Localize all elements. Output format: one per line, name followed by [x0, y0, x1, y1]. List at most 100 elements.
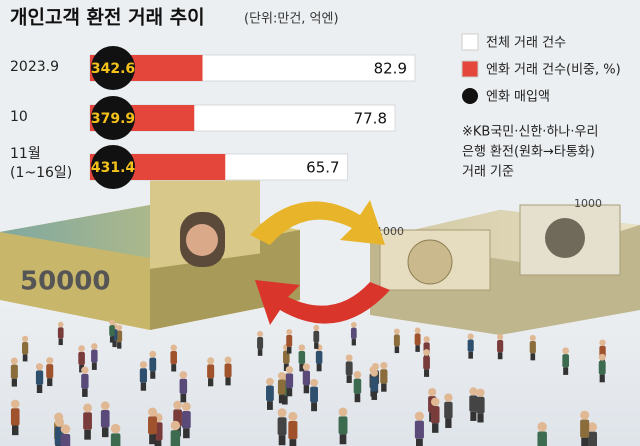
- legend-label: 엔화 거래 건수(비중, %): [486, 63, 621, 78]
- person-body: [467, 339, 474, 352]
- person-legs: [394, 346, 400, 354]
- person-body: [497, 340, 504, 353]
- person-head: [83, 403, 92, 413]
- person-legs: [12, 425, 19, 436]
- person-legs: [424, 369, 430, 377]
- person-legs: [11, 378, 17, 387]
- person-body: [149, 357, 157, 372]
- person-legs: [599, 374, 605, 383]
- note-line: 은행 환전(원화→타통화): [462, 144, 595, 160]
- person-legs: [530, 353, 536, 361]
- person-body: [587, 431, 597, 446]
- person-head: [537, 422, 547, 432]
- total-value-label: 82.9: [374, 60, 407, 78]
- person-legs: [22, 354, 28, 362]
- total-value-label: 77.8: [354, 110, 387, 128]
- person-body: [116, 330, 123, 343]
- person-legs: [149, 434, 156, 445]
- person-body: [529, 341, 536, 354]
- person-body: [414, 420, 424, 439]
- person-legs: [208, 378, 214, 387]
- person-body: [83, 412, 92, 430]
- person-head: [529, 334, 536, 342]
- person-body: [207, 364, 215, 379]
- person-body: [100, 410, 110, 428]
- person-head: [430, 397, 440, 407]
- person-head: [10, 357, 18, 365]
- person-head: [310, 378, 318, 387]
- legend-label: 전체 거래 건수: [486, 36, 566, 51]
- person-body: [224, 363, 232, 378]
- person-head: [598, 353, 606, 361]
- category-label: 10: [10, 109, 28, 125]
- person-body: [414, 333, 421, 346]
- person-legs: [117, 342, 122, 349]
- person-body: [580, 419, 590, 438]
- person-head: [288, 411, 298, 421]
- person-head: [207, 357, 215, 365]
- person-body: [10, 408, 20, 426]
- person-head: [35, 363, 44, 371]
- person-body: [380, 369, 388, 384]
- person-body: [469, 395, 478, 412]
- legend-label: 엔화 매입액: [486, 90, 550, 105]
- person-head: [266, 377, 274, 386]
- person-body: [277, 379, 286, 395]
- person-legs: [415, 345, 420, 352]
- person-head: [444, 393, 453, 402]
- person-head: [286, 328, 293, 335]
- person-legs: [289, 439, 297, 446]
- person-legs: [150, 371, 156, 379]
- person-legs: [183, 428, 190, 439]
- person-body: [283, 350, 290, 364]
- person-head: [393, 328, 400, 335]
- person-legs: [112, 340, 117, 348]
- person-body: [22, 341, 29, 355]
- person-legs: [278, 394, 285, 404]
- person-legs: [257, 349, 263, 356]
- person-head: [338, 407, 348, 417]
- person-body: [345, 361, 353, 376]
- person-head: [22, 335, 29, 342]
- person-body: [310, 386, 318, 403]
- person-body: [302, 370, 311, 386]
- person-head: [428, 387, 437, 397]
- person-legs: [267, 401, 273, 410]
- person-head: [54, 417, 65, 427]
- person-head: [148, 407, 157, 417]
- person-body: [315, 350, 323, 364]
- person-body: [35, 370, 44, 385]
- person-body: [353, 378, 362, 394]
- person-body: [139, 368, 147, 383]
- person-body: [170, 351, 177, 365]
- person-head: [91, 343, 98, 350]
- note-line: 거래 기준: [462, 165, 514, 180]
- person-body: [179, 378, 188, 394]
- person-head: [350, 321, 357, 328]
- person-head: [345, 354, 353, 362]
- person-body: [285, 373, 294, 389]
- purchase-value-label: 342.6: [91, 61, 135, 77]
- svg-text:1000: 1000: [376, 225, 404, 238]
- person-head: [285, 365, 294, 374]
- person-body: [277, 417, 287, 436]
- person-body: [598, 360, 606, 375]
- person-legs: [286, 388, 293, 397]
- person-head: [370, 369, 378, 377]
- yen-stack: 1000 1000: [370, 197, 640, 335]
- category-label: 2023.9: [10, 59, 59, 75]
- yen-value-label: 26.6(34.2): [202, 110, 281, 128]
- person-legs: [468, 351, 473, 359]
- person-legs: [109, 336, 115, 343]
- person-head: [497, 333, 504, 341]
- person-body: [537, 431, 547, 446]
- person-head: [353, 371, 362, 379]
- person-body: [257, 336, 264, 350]
- person-body: [430, 406, 440, 424]
- person-head: [467, 333, 474, 340]
- person-legs: [445, 418, 452, 428]
- purchase-circle: [91, 145, 135, 189]
- person-body: [170, 430, 181, 446]
